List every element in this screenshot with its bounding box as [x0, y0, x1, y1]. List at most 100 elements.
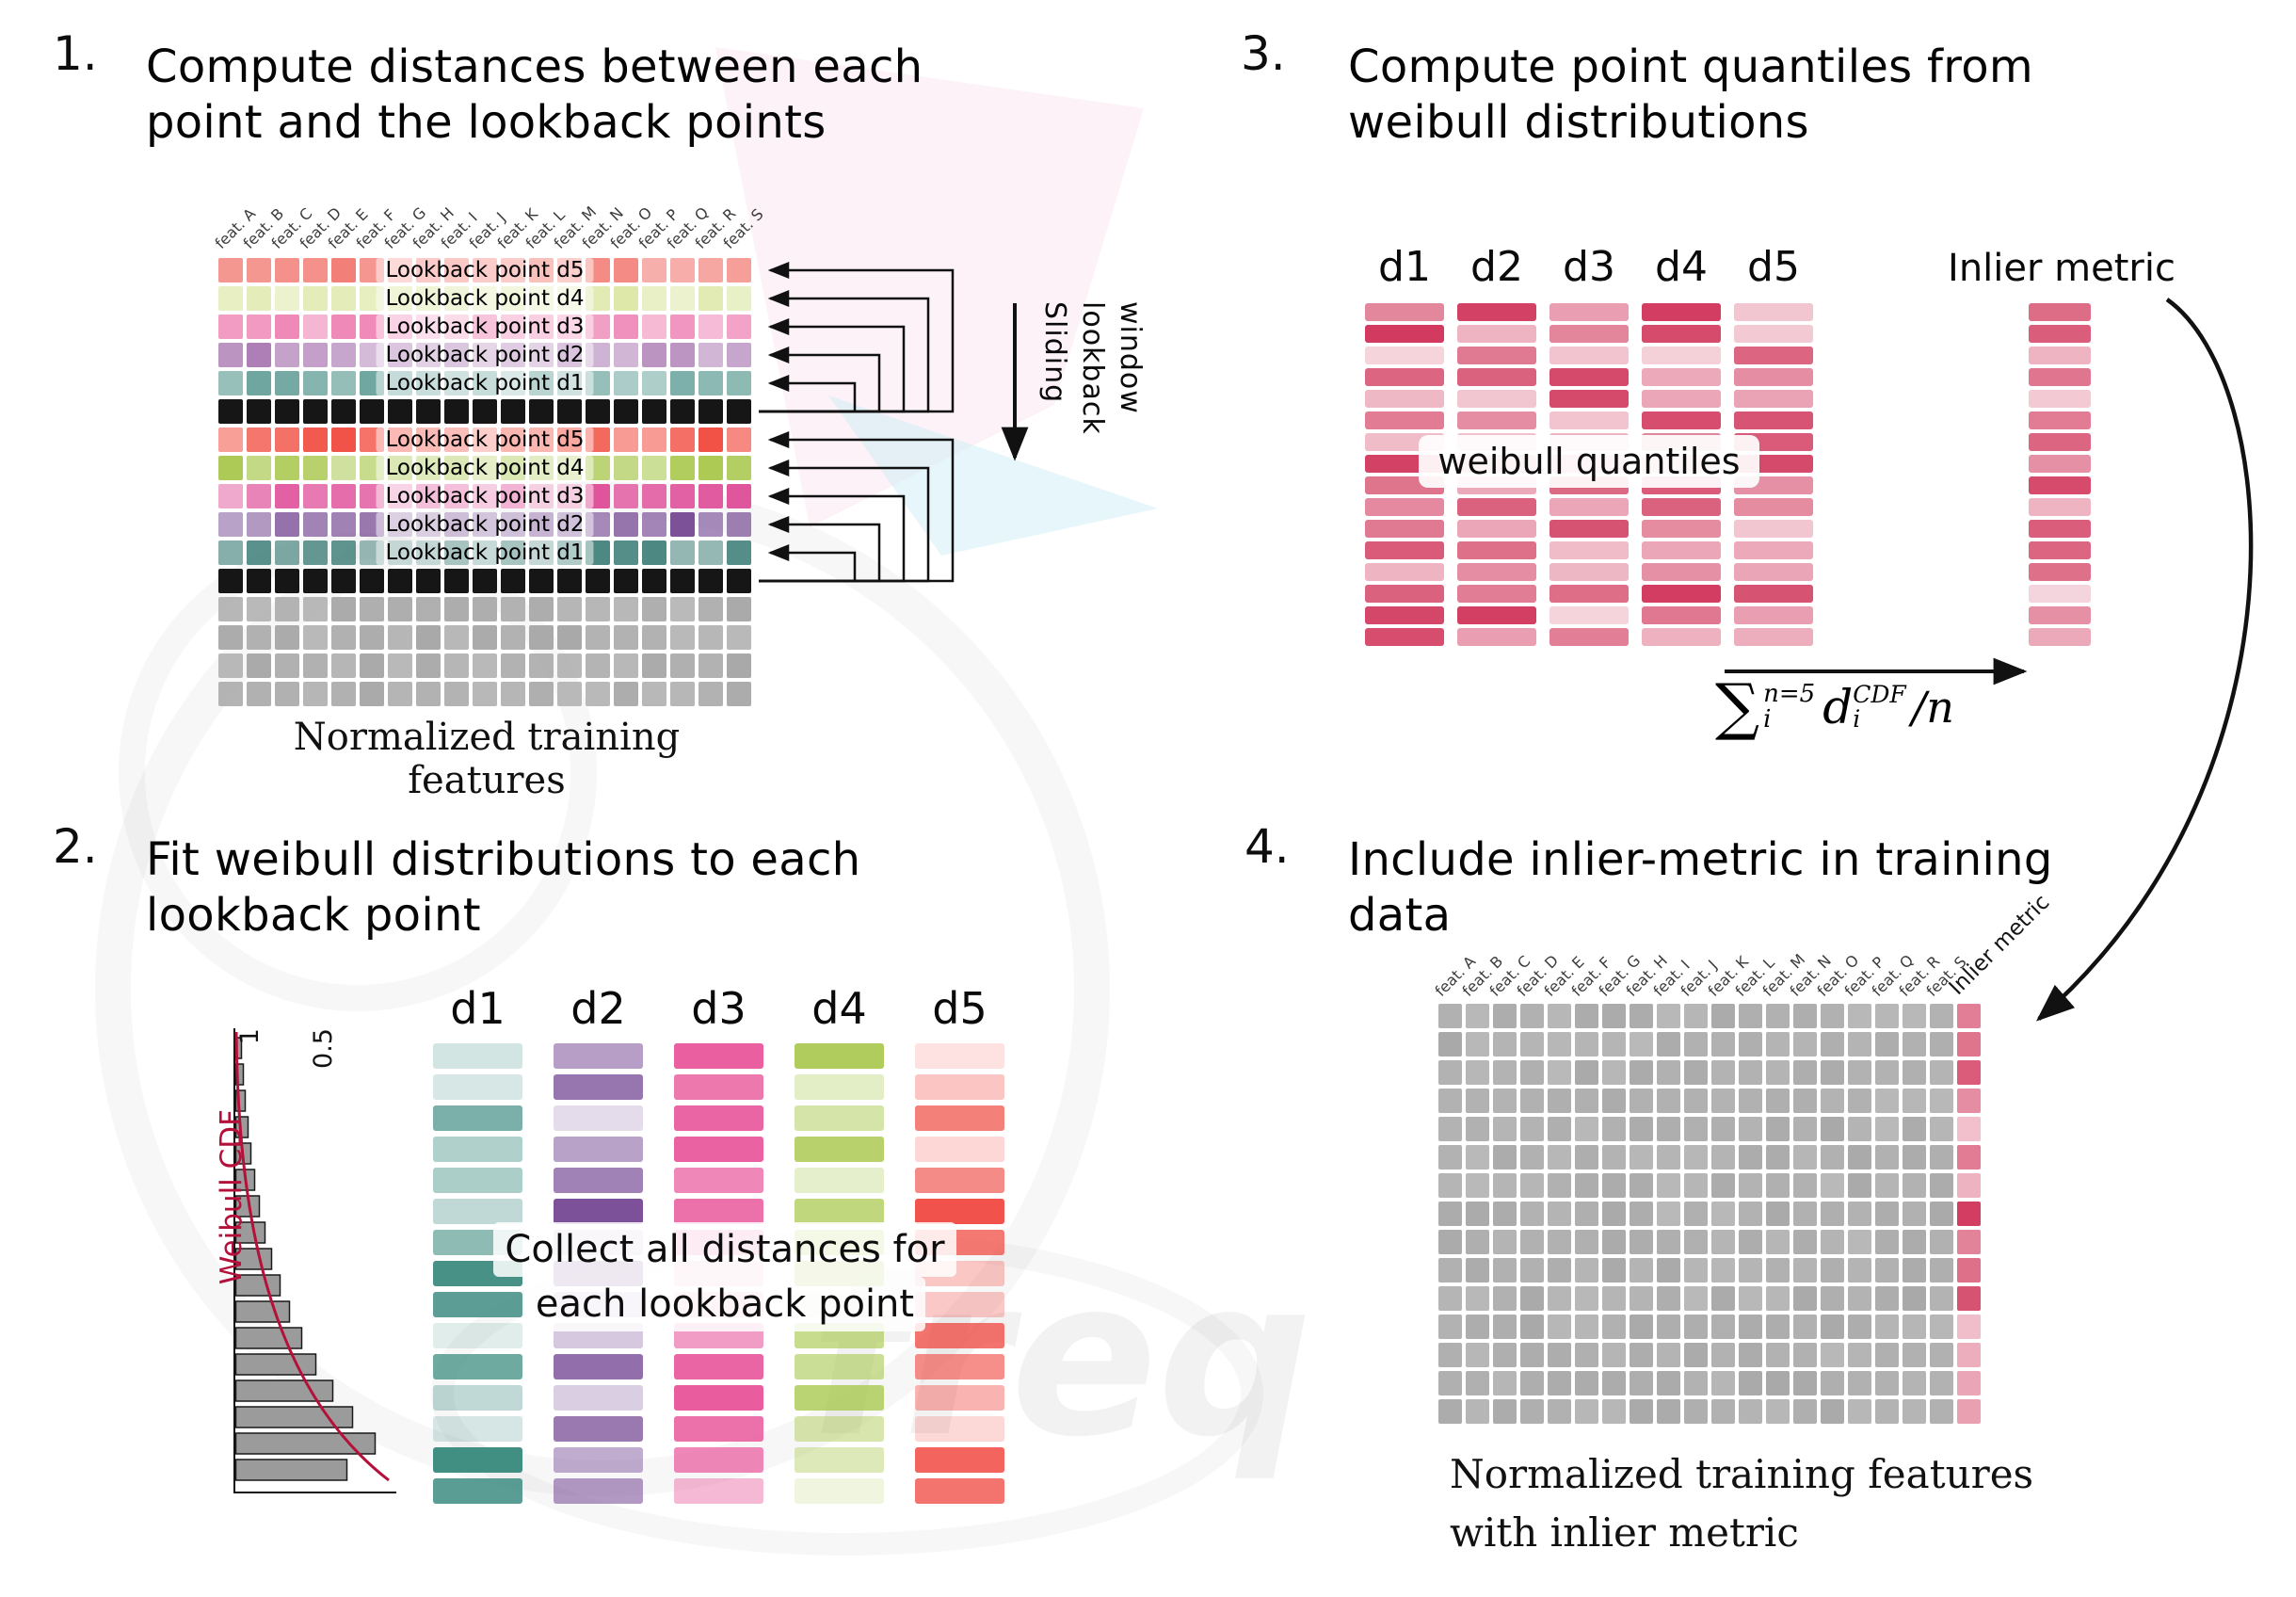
feature-cell	[1766, 1258, 1790, 1282]
distance-bar	[1642, 303, 1721, 321]
distance-bar	[915, 1199, 1004, 1224]
feature-cell	[727, 258, 751, 282]
feature-cell	[1875, 1004, 1899, 1028]
quantile-column-labels: d1 d2 d3 d4 d5	[1365, 243, 1826, 291]
feature-cell	[247, 625, 271, 650]
feature-cell	[1711, 1371, 1735, 1395]
feature-cell	[1548, 1089, 1571, 1113]
feature-cell	[1493, 1399, 1517, 1424]
feature-cell	[1466, 1145, 1489, 1170]
feature-cell	[275, 456, 299, 480]
feature-cell	[529, 625, 554, 650]
feature-cell	[1821, 1230, 1844, 1254]
distance-bar	[1642, 606, 1721, 624]
feature-cell	[303, 343, 328, 367]
feature-cell	[1793, 1230, 1817, 1254]
feature-row: Lookback point d5	[218, 427, 751, 452]
feature-cell	[218, 682, 243, 706]
distance-bar	[433, 1137, 522, 1162]
feature-cell	[1848, 1258, 1871, 1282]
feature-cell	[670, 315, 695, 339]
feature-cell	[1575, 1060, 1598, 1085]
feature-cell	[670, 597, 695, 621]
distance-bar	[1457, 541, 1536, 559]
feature-cell	[218, 427, 243, 452]
feature-cell	[1711, 1343, 1735, 1367]
cyan-shape	[828, 395, 1158, 556]
feature-cell	[642, 343, 666, 367]
feature-cell	[303, 456, 328, 480]
distance-bar	[915, 1105, 1004, 1131]
feature-cell	[1493, 1286, 1517, 1311]
feature-cell	[1930, 1173, 1953, 1198]
distance-bar	[554, 1199, 643, 1224]
feature-cell	[727, 625, 751, 650]
feature-cell	[275, 653, 299, 678]
feature-cell	[698, 512, 723, 537]
feature-cell	[1438, 1202, 1462, 1226]
feature-cell	[1657, 1173, 1680, 1198]
distance-bar	[2029, 325, 2091, 343]
feature-cell	[1684, 1258, 1708, 1282]
feature-cell	[1848, 1060, 1871, 1085]
feature-cell	[1657, 1145, 1680, 1170]
feature-cell	[614, 286, 638, 311]
distance-bar	[554, 1168, 643, 1193]
feature-cell	[1575, 1258, 1598, 1282]
distance-bar	[674, 1447, 763, 1473]
feature-cell	[698, 258, 723, 282]
feature-cell	[331, 682, 356, 706]
distance-bar	[2029, 585, 2091, 603]
distance-bar	[554, 1105, 643, 1131]
feature-cell	[1739, 1230, 1762, 1254]
feature-row	[1438, 1315, 1984, 1339]
feature-cell	[1930, 1315, 1953, 1339]
feature-cell	[331, 484, 356, 508]
feature-cell	[473, 569, 497, 593]
feature-cell	[614, 512, 638, 537]
step-3-title: Compute point quantiles from weibull dis…	[1348, 40, 2033, 151]
feature-cell	[698, 371, 723, 395]
feature-cell	[1657, 1089, 1680, 1113]
feature-row	[1438, 1060, 1984, 1085]
feature-cell	[1657, 1060, 1680, 1085]
feature-cell	[727, 286, 751, 311]
feature-cell	[416, 399, 441, 424]
feature-cell	[218, 512, 243, 537]
feature-cell	[1739, 1202, 1762, 1226]
step-1-title-line1: Compute distances between each	[146, 40, 923, 93]
feature-cell	[1493, 1315, 1517, 1339]
feature-cell	[557, 682, 582, 706]
feature-cell	[247, 258, 271, 282]
feature-cell	[614, 540, 638, 565]
feature-cell	[247, 682, 271, 706]
feature-cell	[1930, 1258, 1953, 1282]
feature-cell	[1739, 1371, 1762, 1395]
feature-cell	[1548, 1004, 1571, 1028]
distance-bar	[1457, 628, 1536, 646]
feature-cell	[642, 427, 666, 452]
feature-cell	[1630, 1286, 1653, 1311]
distance-bar	[2029, 455, 2091, 473]
feature-cell	[1875, 1032, 1899, 1057]
weibull-cdf-axis-label: Weibull CDF	[215, 1109, 249, 1285]
feature-cell	[275, 597, 299, 621]
feature-cell	[1657, 1286, 1680, 1311]
step-4-number: 4.	[1244, 819, 1290, 874]
feature-cell	[1602, 1343, 1626, 1367]
inlier-metric-formula: ∑ n=5 i d CDF i /n	[1715, 670, 1954, 743]
feature-cell	[1438, 1004, 1462, 1028]
step-1-title-line2: point and the lookback points	[146, 96, 827, 149]
distance-bar	[674, 1478, 763, 1504]
feature-cell	[1438, 1060, 1462, 1085]
feature-cell	[303, 569, 328, 593]
feature-cell	[1930, 1202, 1953, 1226]
feature-cell	[1930, 1343, 1953, 1367]
feature-cell	[331, 371, 356, 395]
feature-cell	[1766, 1399, 1790, 1424]
inlier-cell	[1957, 1371, 1981, 1395]
feature-cell	[1793, 1145, 1817, 1170]
feature-cell	[1493, 1145, 1517, 1170]
distance-bar	[1365, 411, 1444, 429]
distance-bar	[1734, 498, 1813, 516]
